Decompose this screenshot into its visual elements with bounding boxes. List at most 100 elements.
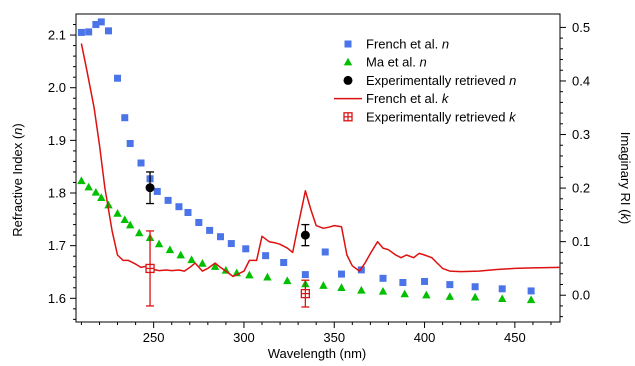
data-point (498, 294, 507, 303)
legend-label: Experimentally retrieved k (366, 109, 517, 124)
data-point (135, 228, 144, 237)
data-point (210, 262, 220, 270)
y-right-tick-label: 0.3 (572, 127, 590, 142)
series-layer (77, 18, 561, 308)
legend-entry-french_k: French et al. k (334, 91, 450, 106)
data-point (187, 255, 196, 264)
data-point (445, 292, 455, 300)
data-point (498, 285, 506, 293)
legend-entry-exp_n: Experimentally retrieved n (343, 73, 516, 88)
data-point (337, 283, 346, 291)
y-left-tick-label: 1.6 (48, 291, 66, 306)
data-point (91, 187, 101, 196)
y-left-tick-label: 1.8 (48, 186, 66, 201)
y-left-tick-label: 2.0 (48, 80, 66, 95)
data-point (85, 28, 93, 36)
data-point (154, 239, 164, 248)
data-point (198, 259, 207, 267)
data-point (125, 220, 135, 229)
y-right-tick-label: 0.4 (572, 73, 590, 88)
data-point (153, 187, 161, 195)
legend-swatch (343, 112, 353, 122)
series-exp_k (145, 230, 311, 308)
y-right-tick-label: 0.1 (572, 234, 590, 249)
data-point (301, 271, 309, 279)
legend-swatch (343, 75, 353, 85)
data-point (97, 193, 106, 201)
data-point (165, 245, 175, 254)
data-point (137, 159, 145, 167)
legend: French et al. n Ma et al. n Experimentally… (334, 37, 517, 124)
plot-area-border (75, 13, 561, 323)
data-point (216, 233, 224, 241)
y-right-tick-label: 0.5 (572, 20, 590, 35)
data-point (92, 21, 100, 29)
data-point (300, 230, 310, 240)
x-tick-label: 450 (504, 330, 526, 345)
legend-entry-exp_k: Experimentally retrieved k (343, 109, 517, 124)
data-point (176, 250, 185, 259)
data-point (379, 274, 387, 282)
series-french_n (77, 18, 535, 295)
data-point (262, 252, 270, 260)
data-point (283, 276, 292, 285)
legend-swatch (344, 40, 352, 48)
data-point (221, 265, 231, 274)
series-exp_n (145, 171, 310, 247)
data-point (77, 176, 86, 185)
y-left-tick-label: 2.1 (48, 28, 66, 43)
y-right-tick-label: 0.2 (572, 181, 590, 196)
legend-label: Ma et al. n (366, 55, 427, 70)
data-point (114, 74, 122, 82)
x-tick-label: 350 (323, 330, 345, 345)
data-point (121, 114, 129, 122)
data-point (245, 270, 254, 279)
data-point (113, 209, 122, 217)
legend-label: French et al. n (366, 37, 449, 52)
data-point (145, 263, 155, 274)
data-point (263, 272, 272, 281)
x-axis-title: Wavelength (nm) (268, 346, 367, 361)
legend-entry-french_n: French et al. n (344, 37, 449, 52)
data-point (471, 283, 479, 291)
legend-label: French et al. k (366, 91, 450, 106)
data-point (399, 279, 407, 287)
data-point (319, 281, 328, 289)
data-point (357, 285, 366, 294)
y-left-tick-label: 1.9 (48, 133, 66, 148)
data-point (446, 281, 454, 289)
x-tick-label: 250 (143, 330, 165, 345)
data-point (527, 287, 535, 295)
data-point (195, 218, 203, 226)
data-point (321, 248, 329, 256)
data-point (104, 200, 113, 209)
data-point (470, 292, 480, 301)
plot-frame: 250 300 350 400 450 1.6 1.7 1.8 1.9 2.0 2.1 0.0 0.1 0… (48, 13, 590, 345)
data-point (227, 240, 235, 248)
data-point (300, 288, 311, 299)
data-point (242, 245, 250, 253)
data-point (145, 183, 155, 193)
y-left-axis-title: Refractive Index (n) (10, 123, 25, 236)
legend-label: Experimentally retrieved n (366, 73, 516, 88)
data-point (422, 290, 431, 299)
data-point (357, 266, 365, 274)
data-point (206, 226, 214, 234)
y-right-axis-title: Imaginary RI (k) (618, 132, 633, 224)
y-right-tick-label: 0.0 (572, 288, 590, 303)
data-point (337, 270, 345, 278)
data-point (175, 203, 183, 211)
x-tick-label: 300 (233, 330, 255, 345)
x-tick-label: 400 (414, 330, 436, 345)
data-point (105, 27, 113, 35)
data-point (77, 28, 85, 36)
data-point (421, 277, 429, 285)
data-point (97, 18, 105, 26)
legend-entry-ma_n: Ma et al. n (343, 55, 427, 70)
data-point (184, 208, 192, 216)
data-point (526, 295, 536, 304)
data-point (126, 140, 134, 148)
data-point (120, 215, 129, 224)
data-point (280, 259, 288, 267)
